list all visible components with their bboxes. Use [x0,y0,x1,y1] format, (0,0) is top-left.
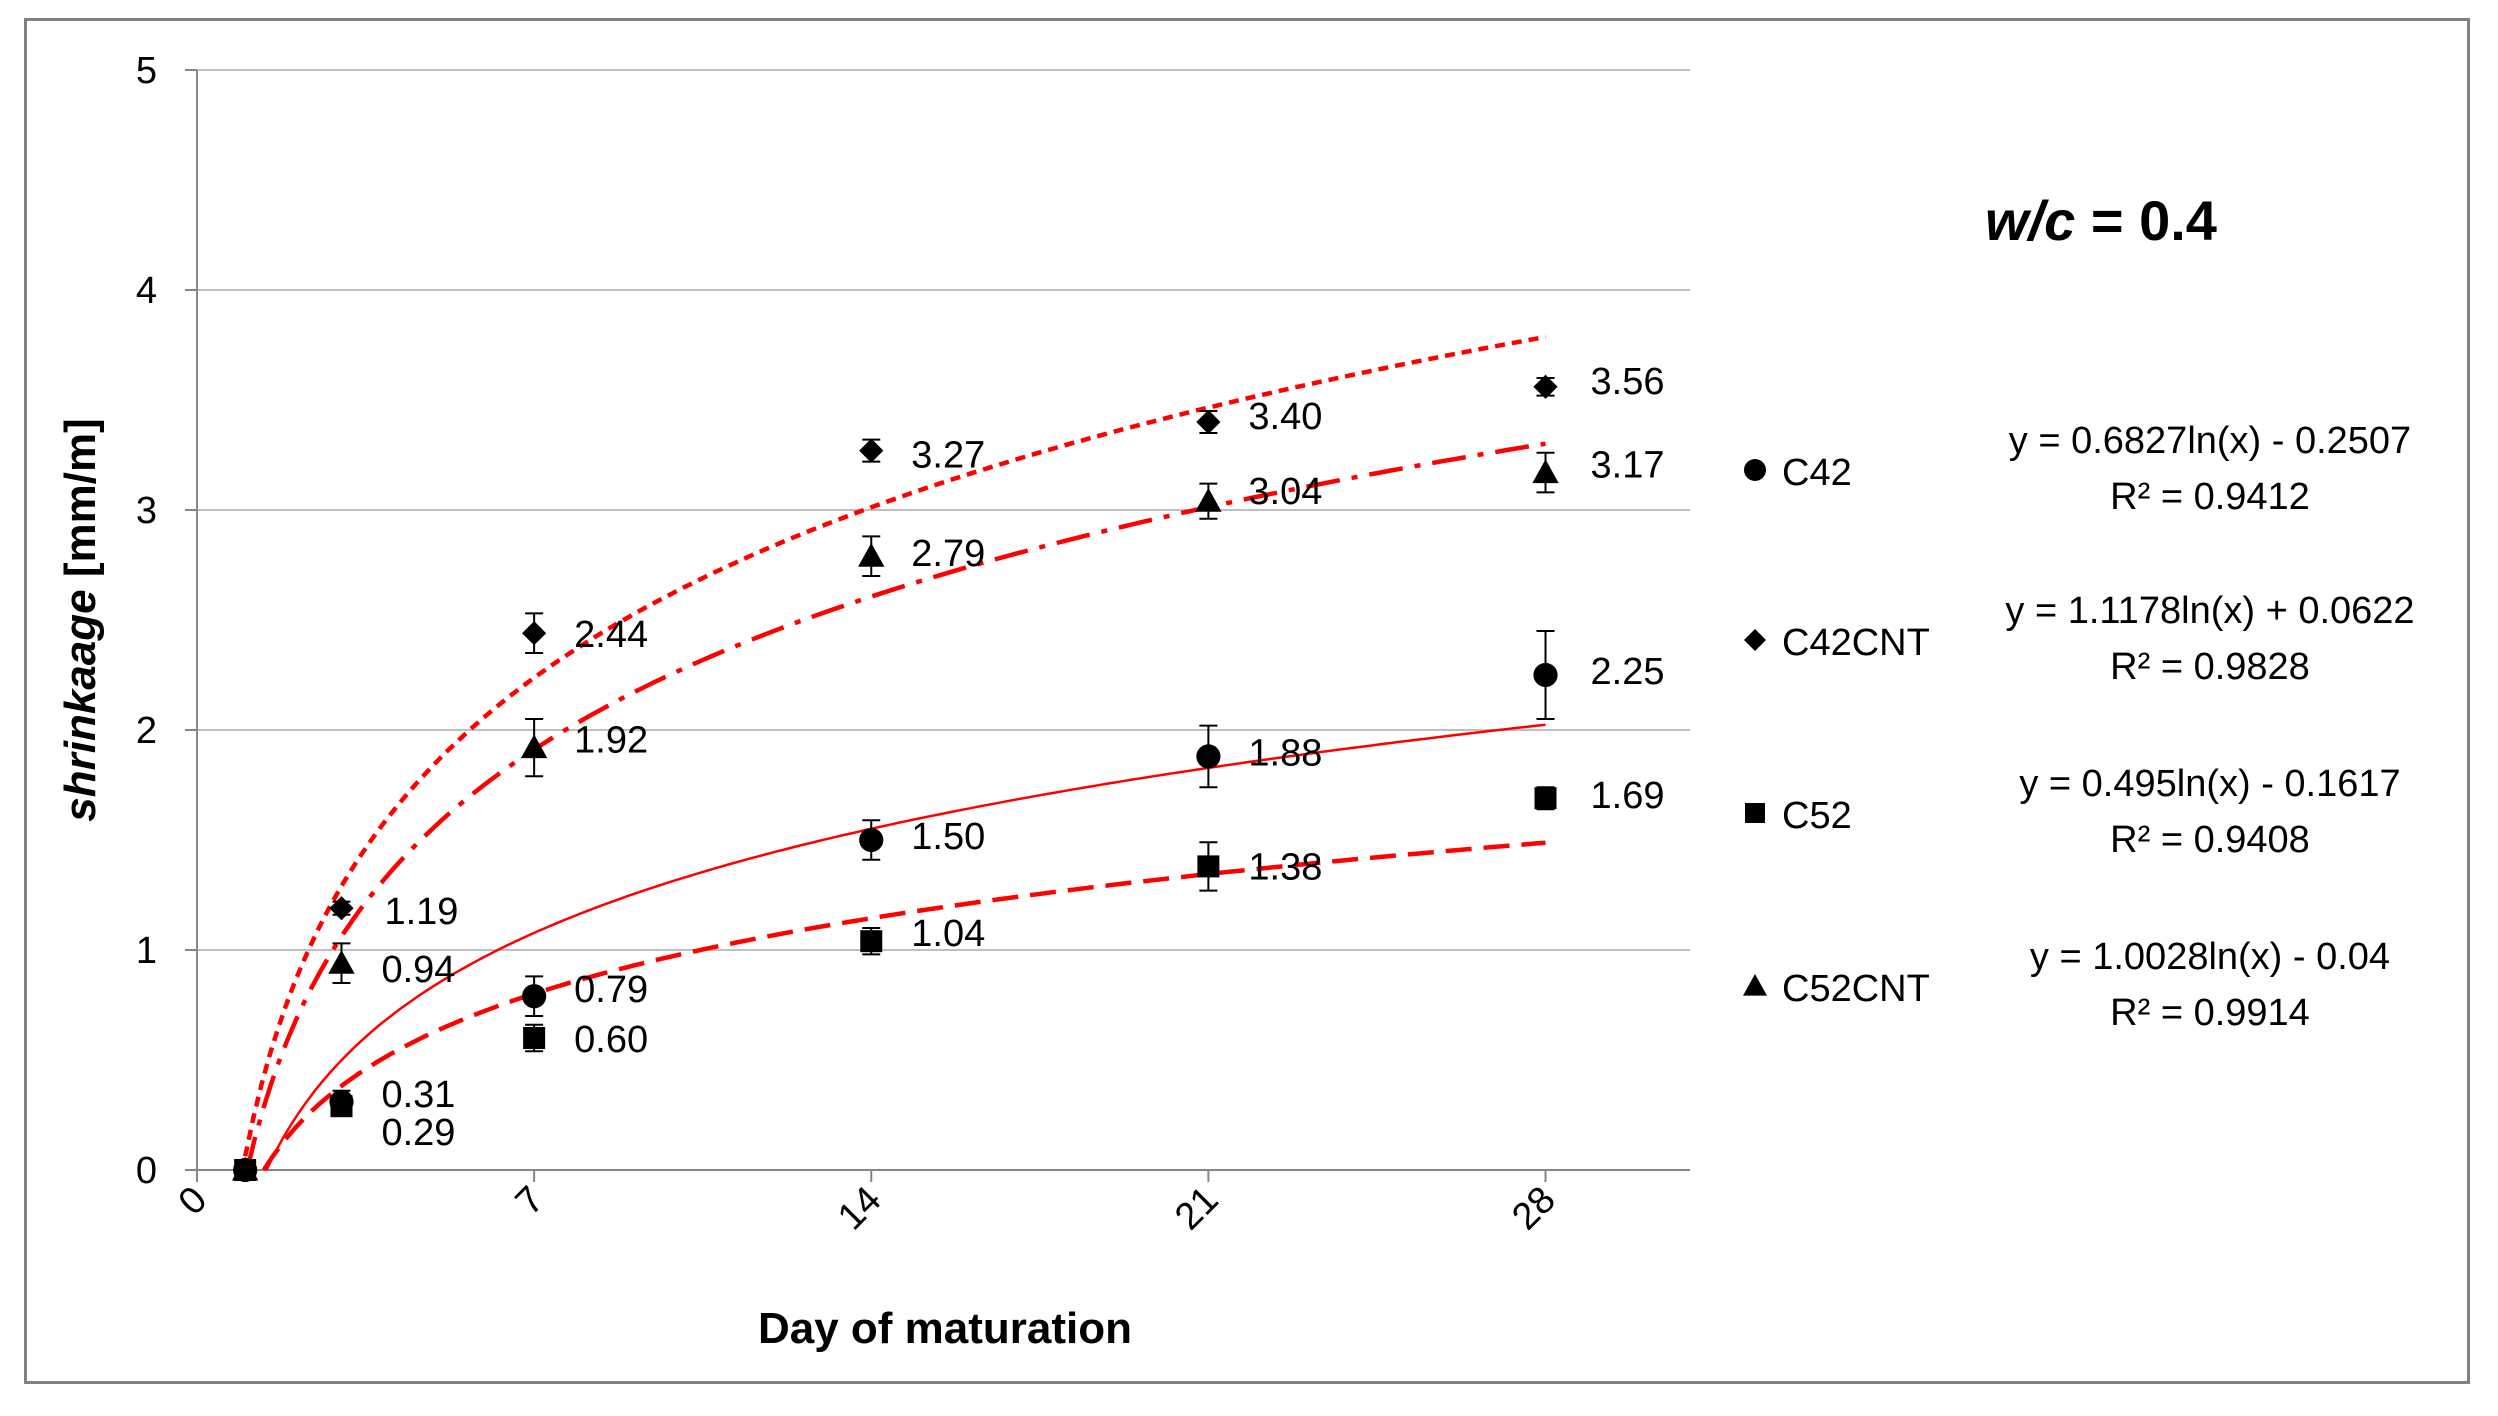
point-c52cnt-28 [1532,459,1559,484]
point-c52-7 [523,1027,546,1049]
data-label-c42cnt-21: 3.40 [1248,396,1322,438]
grid-lines [197,69,1690,951]
data-label-c42-28: 2.25 [1591,651,1665,693]
data-label-c42-7: 0.79 [574,969,648,1011]
legend-marker-c42 [1744,459,1766,481]
point-c42cnt-3 [329,896,354,921]
trendline-c42cnt [242,334,1546,1157]
x-tick-label-0: 0 [171,1179,216,1224]
equation-c42: y = 0.6827ln(x) - 0.2507 [2009,420,2411,462]
y-tick-label-0: 0 [136,1150,157,1192]
legend-marker-c52cnt [1743,974,1767,996]
y-axis-title-italic: shrinkaage [56,589,105,821]
y-axis-title-unit: [mm/m] [56,418,105,589]
point-c42cnt-21 [1196,409,1221,435]
point-c42-7 [522,984,547,1009]
r-squared-c52: R² = 0.9408 [2110,819,2310,861]
point-c52-21 [1197,855,1220,878]
axes: 0 1 2 3 4 5 0 7 14 21 28 [136,50,1690,1238]
data-label-c52cnt-14: 2.79 [911,533,985,575]
point-c52-28 [1534,787,1557,810]
y-tick-label-2: 2 [136,710,157,752]
point-c52cnt-1 [231,1156,259,1181]
legend-label-c52: C52 [1782,795,1852,837]
trendlines [242,334,1546,1172]
legend: C42 y = 0.6827ln(x) - 0.2507 R² = 0.9412 C4… [1743,420,2415,1034]
data-label-c52-28: 1.69 [1591,775,1665,817]
legend-label-c42: C42 [1782,452,1852,494]
chart-title-italic: w/c [1985,189,2075,252]
data-label-c52-7: 0.60 [574,1019,648,1061]
point-c52-14 [860,930,883,953]
r-squared-c52cnt: R² = 0.9914 [2110,992,2310,1034]
equation-c52: y = 0.495ln(x) - 0.1617 [2019,763,2400,805]
point-c52cnt-3 [328,950,355,974]
data-label-c42-14: 1.50 [911,816,985,858]
point-c42-21 [1196,744,1221,769]
chart-title-value: = 0.4 [2075,189,2217,252]
equation-c52cnt: y = 1.0028ln(x) - 0.04 [2030,936,2390,978]
trendline-c52cnt [244,441,1546,1171]
point-c52-3 [330,1095,353,1118]
point-c42-14 [859,827,884,853]
equation-c42cnt: y = 1.1178ln(x) + 0.0622 [2005,590,2414,632]
point-c52cnt-7 [520,734,548,759]
data-label-c42-21: 1.88 [1248,732,1322,774]
legend-label-c52cnt: C52CNT [1782,968,1930,1010]
data-label-c42cnt-3: 1.19 [384,891,458,933]
x-tick-label-21: 21 [1167,1179,1227,1239]
r-squared-c42cnt: R² = 0.9828 [2110,646,2310,688]
data-label-c52cnt-28: 3.17 [1591,445,1665,487]
trendline-c42 [265,723,1546,1171]
point-c42-28 [1533,662,1558,688]
point-c52cnt-14 [858,543,885,567]
y-tick-label-5: 5 [136,50,157,92]
data-label-c52-14: 1.04 [911,913,985,955]
trendline-c52 [261,840,1546,1172]
data-label-c42cnt-14: 3.27 [911,435,985,477]
point-c42cnt-14 [859,438,884,463]
data-label-c52-21: 1.38 [1248,846,1322,888]
legend-label-c42cnt: C42CNT [1782,622,1930,664]
x-axis-title: Day of maturation [758,1304,1132,1353]
data-label-c42cnt-7: 2.44 [574,614,648,656]
point-c42cnt-28 [1533,374,1558,399]
x-tick-label-28: 28 [1504,1179,1564,1239]
data-label-c52cnt-3: 0.94 [381,949,455,991]
r-squared-c42: R² = 0.9412 [2110,476,2310,518]
data-label-c42cnt-28: 3.56 [1591,361,1665,403]
data-label-c52cnt-21: 3.04 [1248,471,1322,513]
y-tick-label-3: 3 [136,490,157,532]
data-label-c52cnt-7: 1.92 [574,720,648,762]
chart-title-wc: w/c = 0.4 [1985,189,2217,252]
data-label-c42-3: 0.31 [381,1074,455,1116]
point-c42cnt-7 [522,621,547,646]
y-tick-label-4: 4 [136,270,157,312]
data-label-c52-3: 0.29 [381,1112,455,1154]
y-axis-title: shrinkaage [mm/m] [56,418,105,821]
legend-marker-c42cnt [1744,629,1766,651]
x-tick-label-14: 14 [830,1179,890,1239]
chart-frame [24,18,2470,1384]
data-labels: 0.31 0.79 1.50 1.88 2.25 1.19 2.44 3.27 3.40 3.56… [381,361,1664,1154]
y-tick-label-1: 1 [136,930,157,972]
x-tick-label-7: 7 [508,1179,553,1224]
data-points [231,374,1559,1183]
point-c52cnt-21 [1195,488,1222,512]
legend-marker-c52 [1745,803,1765,823]
